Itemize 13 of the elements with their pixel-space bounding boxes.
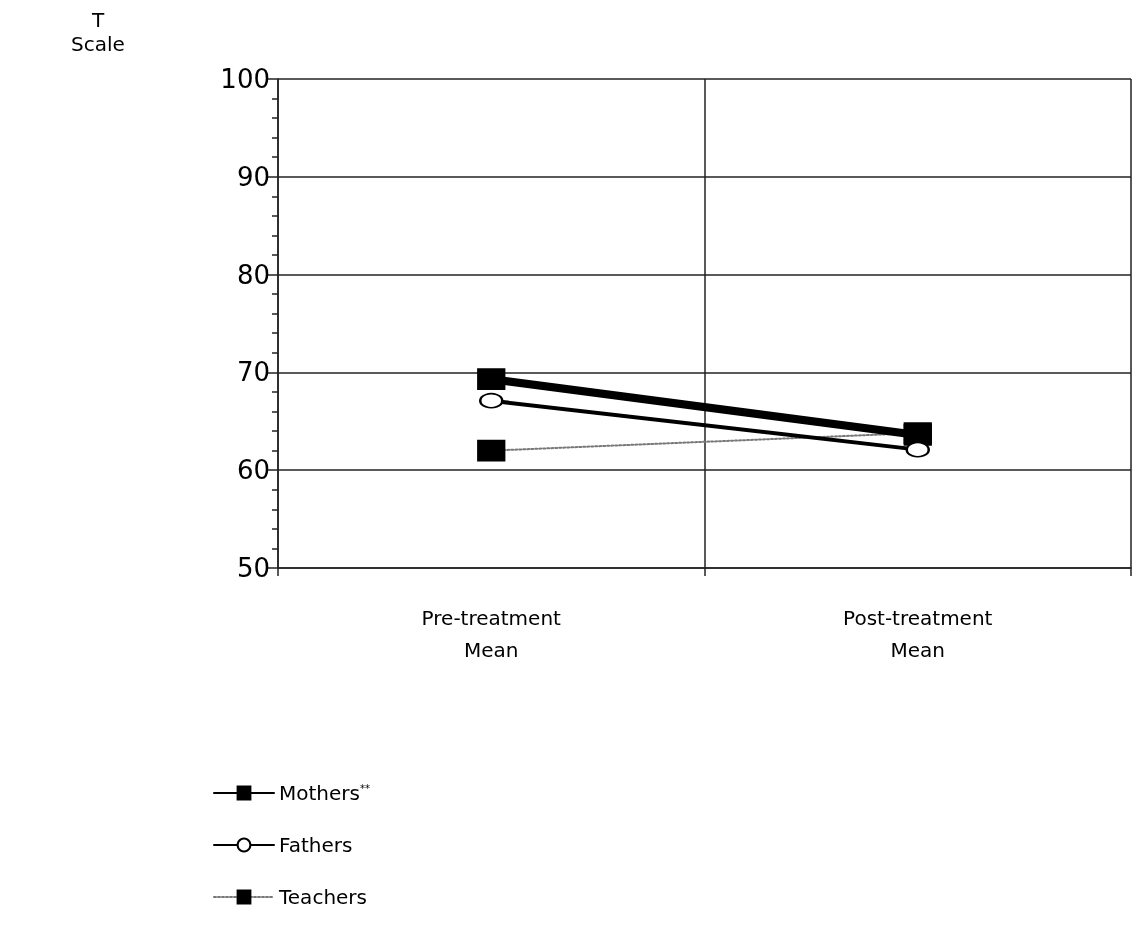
y-tick-label: 90 (236, 161, 270, 192)
point (477, 368, 506, 391)
x-tick-label: Post-treatment Mean (843, 606, 993, 662)
x-tick-label: Pre-treatment Mean (421, 606, 562, 662)
legend-label: Teachers (278, 885, 367, 909)
legend-label: Fathers (279, 833, 353, 857)
y-tick-label: 80 (236, 259, 270, 290)
y-tick-label: 70 (236, 357, 270, 388)
y-tick-label: 50 (236, 553, 270, 583)
y-axis-title: T Scale (71, 8, 125, 56)
y-tick-label: 60 (236, 455, 270, 486)
legend-label: Mothers** (279, 781, 370, 805)
y-tick-label: 100 (220, 63, 270, 94)
